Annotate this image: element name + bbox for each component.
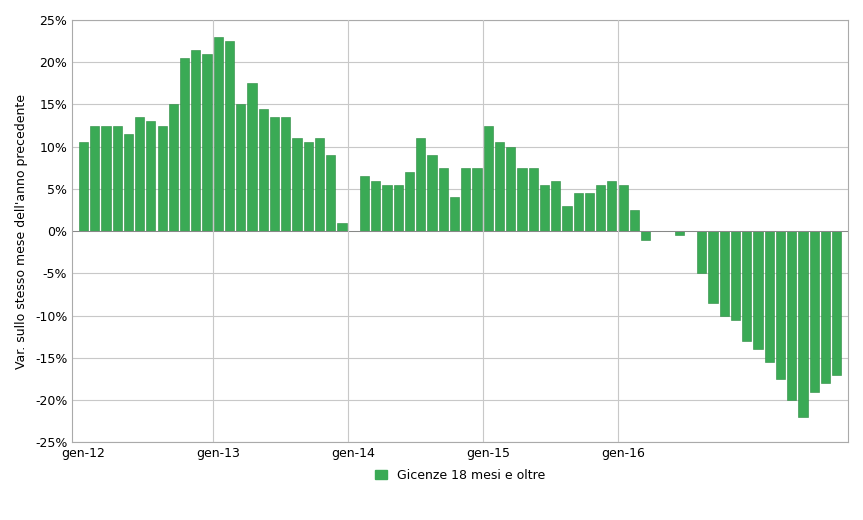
Bar [405,172,414,231]
Bar [248,83,256,231]
Bar [563,206,571,231]
Bar [619,185,627,231]
Bar [326,155,336,231]
Bar [697,231,707,274]
Bar [281,117,291,231]
Bar [461,168,470,231]
Bar [608,180,616,231]
Bar [101,126,110,231]
Bar [135,117,144,231]
Bar [315,138,324,231]
Bar [304,142,313,231]
Bar [787,231,797,400]
Bar [798,231,808,417]
Bar [382,185,392,231]
Legend: Gicenze 18 mesi e oltre: Gicenze 18 mesi e oltre [369,464,551,487]
Bar [236,105,245,231]
Bar [765,231,774,362]
Bar [528,168,538,231]
Bar [596,185,605,231]
Bar [574,193,583,231]
Bar [551,180,560,231]
Bar [483,126,493,231]
Bar [731,231,740,320]
Bar [540,185,549,231]
Bar [506,147,515,231]
Bar [675,231,684,236]
Bar [776,231,785,379]
Bar [90,126,99,231]
Bar [112,126,122,231]
Bar [832,231,841,375]
Bar [259,109,268,231]
Bar [450,198,459,231]
Bar [146,121,155,231]
Bar [337,223,347,231]
Bar [472,168,482,231]
Bar [427,155,437,231]
Bar [585,193,594,231]
Bar [203,54,211,231]
Bar [438,168,448,231]
Bar [79,142,88,231]
Bar [809,231,819,392]
Bar [416,138,425,231]
Bar [293,138,302,231]
Bar [123,134,133,231]
Bar [371,180,381,231]
Bar [192,49,200,231]
Bar [169,105,178,231]
Bar [709,231,718,303]
Bar [225,41,234,231]
Bar [753,231,763,349]
Y-axis label: Var. sullo stesso mese dell'anno precedente: Var. sullo stesso mese dell'anno precede… [15,94,28,369]
Bar [742,231,752,341]
Bar [821,231,830,383]
Bar [641,231,650,240]
Bar [214,37,223,231]
Bar [630,210,639,231]
Bar [517,168,526,231]
Bar [158,126,167,231]
Bar [360,176,369,231]
Bar [394,185,403,231]
Bar [720,231,729,316]
Bar [494,142,504,231]
Bar [270,117,279,231]
Bar [180,58,189,231]
